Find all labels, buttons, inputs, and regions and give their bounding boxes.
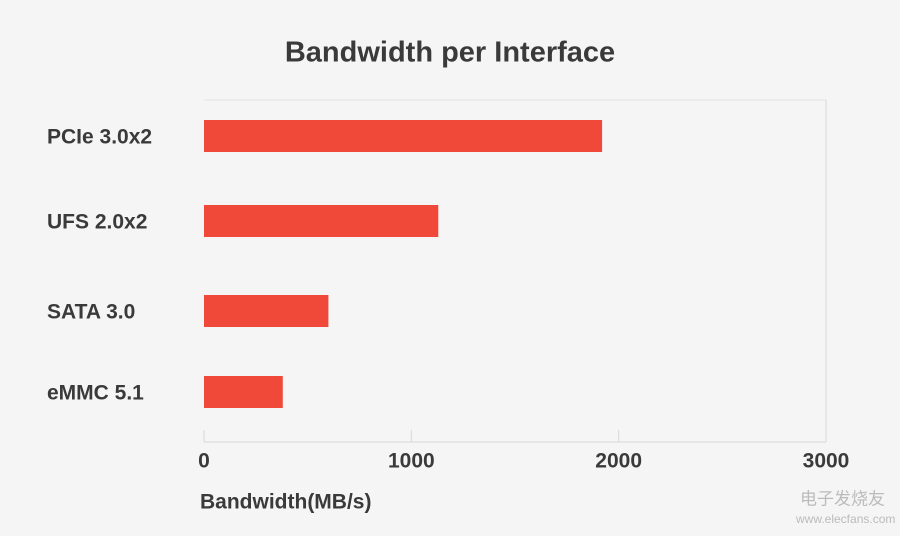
chart-title: Bandwidth per Interface: [285, 37, 615, 69]
watermark: 电子发烧友: [800, 489, 885, 508]
bar: [204, 205, 439, 237]
bar: [204, 120, 603, 152]
x-tick-label: 2000: [595, 450, 642, 473]
bar: [204, 295, 329, 327]
y-tick-label: eMMC 5.1: [47, 382, 144, 405]
x-tick-label: 3000: [803, 450, 850, 473]
x-tick-label: 1000: [388, 450, 435, 473]
bar: [204, 376, 283, 408]
y-tick-label: UFS 2.0x2: [47, 211, 147, 234]
y-tick-label: SATA 3.0: [47, 301, 135, 324]
x-axis-label: Bandwidth(MB/s): [200, 491, 371, 514]
y-tick-label: PCIe 3.0x2: [47, 126, 152, 149]
x-tick-label: 0: [198, 450, 210, 473]
watermark: www.elecfans.com: [795, 512, 895, 526]
